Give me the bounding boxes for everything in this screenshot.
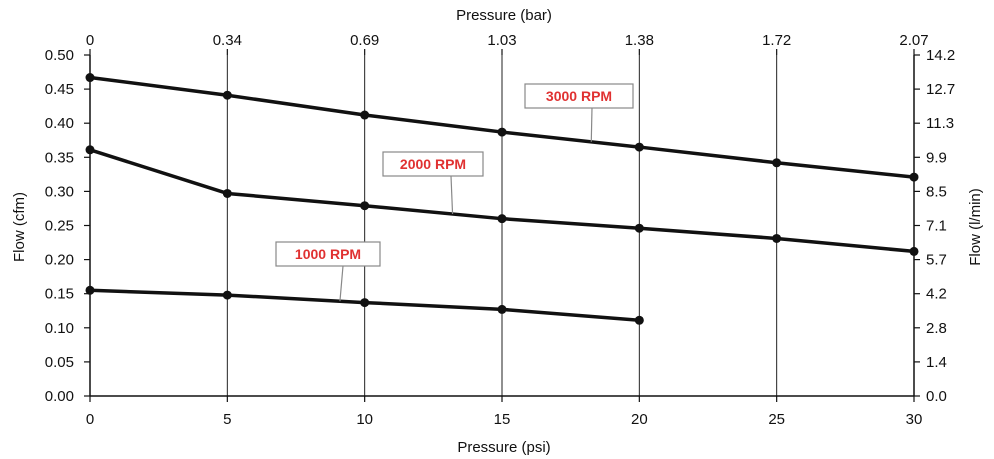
y2-axis-title: Flow (l/min) <box>967 188 984 266</box>
y-tick-label: 0.30 <box>45 183 74 200</box>
data-point <box>222 90 232 100</box>
series-label-leader <box>450 175 454 215</box>
data-point <box>909 172 919 182</box>
x-tick-label: 25 <box>768 411 785 428</box>
y-tick-label: 0.15 <box>45 286 74 303</box>
x-tick-label: 5 <box>223 411 231 428</box>
y2-tick-label: 14.2 <box>926 47 955 64</box>
x-tick-labels: 0 5 10 15 20 25 30 <box>86 396 923 428</box>
data-point <box>634 315 644 325</box>
x-tick-label: 0 <box>86 411 94 428</box>
y-tick-label: 0.40 <box>45 115 74 132</box>
y2-tick-label: 11.3 <box>926 115 954 132</box>
y-tick-label: 0.45 <box>45 81 74 98</box>
y2-tick-label: 9.9 <box>926 149 947 166</box>
x2-tick-label: 1.72 <box>762 32 791 49</box>
data-point <box>772 233 782 243</box>
y2-tick-label: 12.7 <box>926 81 955 98</box>
y2-tick-label: 2.8 <box>926 320 947 337</box>
series-label-box <box>275 241 381 267</box>
y2-tick-label: 5.7 <box>926 252 947 269</box>
y-tick-label: 0.05 <box>45 354 74 371</box>
y-tick-label: 0.50 <box>45 47 74 64</box>
data-point <box>85 285 95 295</box>
series-label: 2000 RPM <box>400 156 466 172</box>
y2-tick-label: 0.0 <box>926 388 947 405</box>
data-point <box>360 298 370 308</box>
y-tick-label: 0.25 <box>45 218 74 235</box>
data-point <box>909 246 919 256</box>
y2-tick-label: 4.2 <box>926 286 947 303</box>
data-point <box>634 223 644 233</box>
series-label-leader <box>590 107 593 142</box>
data-point <box>497 214 507 224</box>
data-point <box>634 142 644 152</box>
data-point <box>497 304 507 314</box>
data-point <box>360 110 370 120</box>
y-tick-label: 0.10 <box>45 320 74 337</box>
y-axis-title: Flow (cfm) <box>11 192 28 262</box>
data-point <box>360 201 370 211</box>
series-label-box <box>382 151 484 177</box>
data-point <box>222 290 232 300</box>
series-label: 1000 RPM <box>295 246 361 262</box>
y-tick-label: 0.35 <box>45 149 74 166</box>
series-layer <box>85 73 919 325</box>
data-point <box>222 188 232 198</box>
y2-tick-labels: 0.0 1.4 2.8 4.2 5.7 7.1 8.5 9.9 11.3 12.7 14.2 <box>914 47 955 405</box>
y-tick-labels: 0.00 0.05 0.10 0.15 0.20 0.25 0.30 0.35 0.40 0.45… <box>45 47 90 405</box>
y2-tick-label: 7.1 <box>926 218 947 235</box>
x2-tick-label: 0.69 <box>350 32 379 49</box>
x-axis-title: Pressure (psi) <box>457 439 550 456</box>
x2-tick-labels: 0 0.34 0.69 1.03 1.38 1.72 2.07 <box>86 32 929 55</box>
y-tick-label: 0.00 <box>45 388 74 405</box>
data-point <box>85 145 95 155</box>
y2-tick-label: 8.5 <box>926 183 947 200</box>
data-point <box>772 158 782 168</box>
series-label-leader <box>339 265 344 302</box>
series-label-box <box>524 83 634 109</box>
x2-tick-label: 0 <box>86 32 94 49</box>
y2-tick-label: 1.4 <box>926 354 947 371</box>
x2-tick-label: 1.38 <box>625 32 654 49</box>
x-tick-label: 20 <box>631 411 648 428</box>
series-label: 3000 RPM <box>546 88 612 104</box>
x2-tick-label: 1.03 <box>487 32 516 49</box>
x2-tick-label: 0.34 <box>213 32 242 49</box>
y-tick-label: 0.20 <box>45 252 74 269</box>
x-tick-label: 10 <box>356 411 373 428</box>
data-point <box>85 73 95 83</box>
x2-tick-label: 2.07 <box>899 32 928 49</box>
x-tick-label: 15 <box>494 411 511 428</box>
x-tick-label: 30 <box>906 411 923 428</box>
data-point <box>497 127 507 137</box>
series-label-layer: 3000 RPM 2000 RPM 1000 RPM <box>275 83 634 302</box>
x2-axis-title: Pressure (bar) <box>456 7 552 24</box>
